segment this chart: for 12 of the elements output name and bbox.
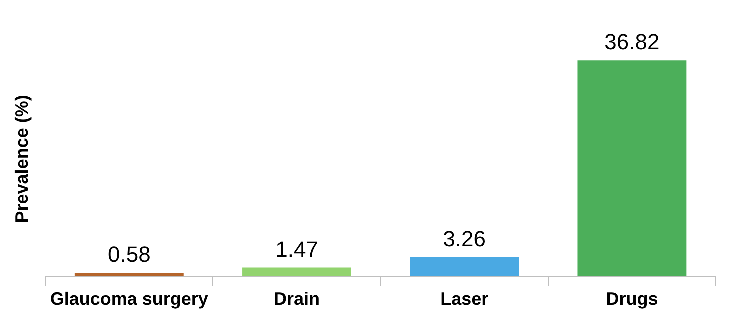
data-label: 36.82 xyxy=(604,30,660,55)
bar xyxy=(410,257,520,276)
x-tick-label: Drugs xyxy=(606,289,658,310)
x-tick-label: Glaucoma surgery xyxy=(50,289,208,310)
data-label: 0.58 xyxy=(108,242,151,268)
x-tick-label: Drain xyxy=(274,289,320,310)
bar xyxy=(242,268,352,276)
bar xyxy=(578,60,687,276)
data-label: 3.26 xyxy=(443,226,486,252)
data-label: 1.47 xyxy=(276,236,318,262)
y-axis-title: Prevalence (%) xyxy=(12,95,32,224)
x-tick-label: Laser xyxy=(440,289,489,310)
